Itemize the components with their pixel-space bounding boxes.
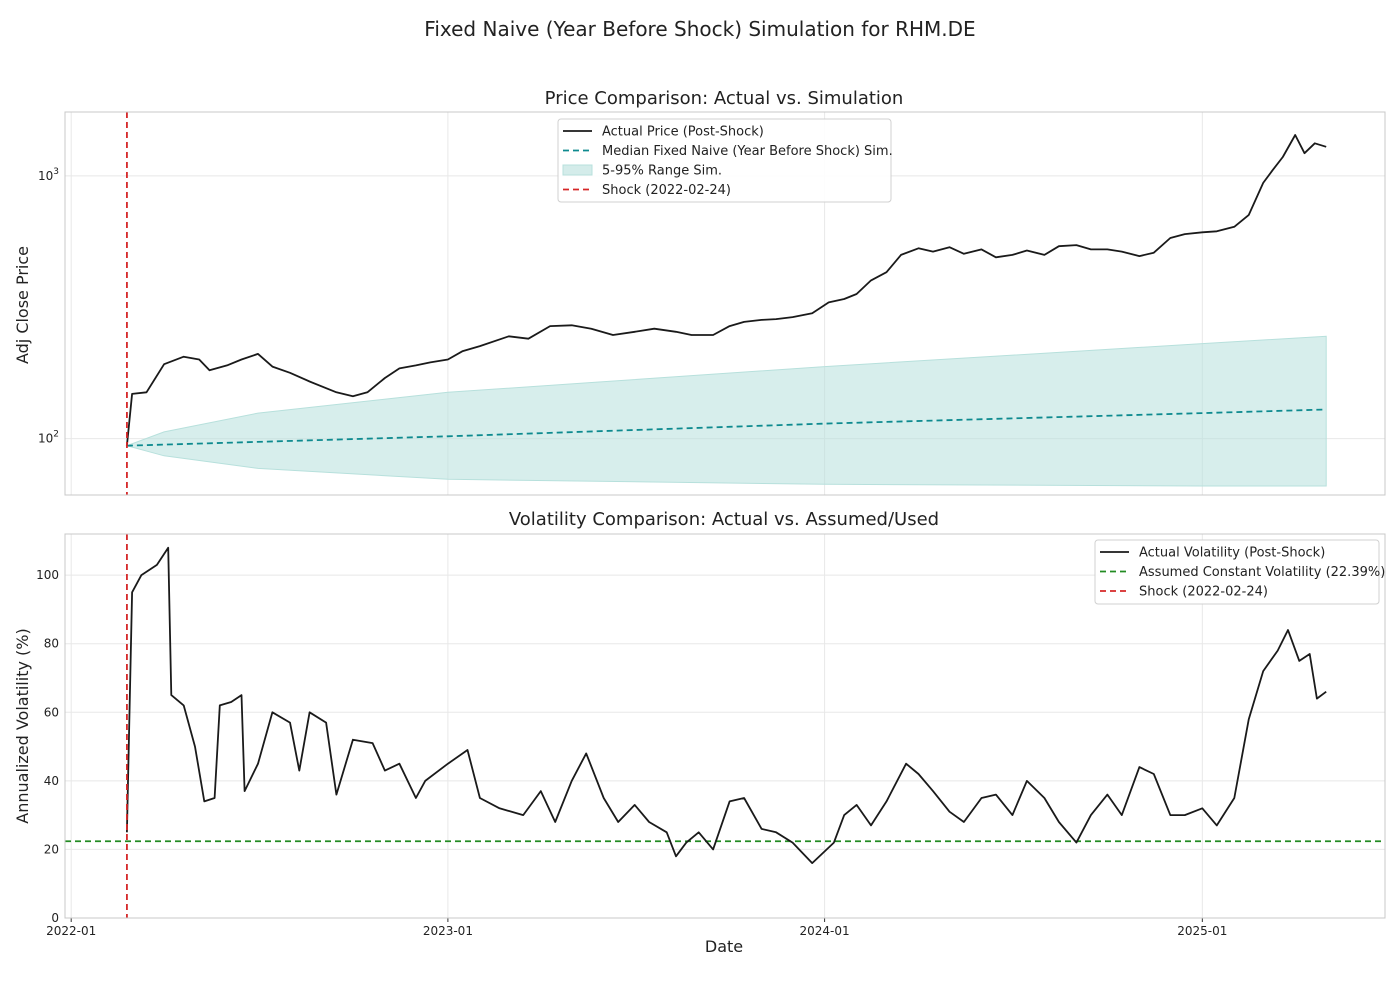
volatility-lines-layer [65, 534, 1385, 918]
volatility-y-tick-label: 0 [51, 911, 59, 925]
price-y-axis-label: Adj Close Price [13, 246, 32, 364]
volatility-legend: Actual Volatility (Post-Shock) Assumed Co… [1094, 539, 1385, 605]
x-tick-label: 2024-01 [800, 924, 850, 938]
tick-base: 10 [38, 432, 53, 446]
price-subplot: Price Comparison: Actual vs. Simulation … [13, 88, 1386, 496]
volatility-y-axis-label: Annualized Volatility (%) [13, 628, 32, 823]
price-lines-layer [126, 112, 1327, 495]
legend-label: Median Fixed Naive (Year Before Shock) S… [602, 144, 893, 159]
legend-label: Assumed Constant Volatility (22.39%) [1139, 565, 1385, 580]
legend-label: Shock (2022-02-24) [602, 183, 731, 198]
volatility-y-tick-label: 80 [44, 637, 59, 651]
volatility-chart-title: Volatility Comparison: Actual vs. Assume… [509, 509, 939, 530]
price-actual-line [126, 134, 1327, 446]
price-plot-frame [64, 111, 1386, 496]
figure-title: Fixed Naive (Year Before Shock) Simulati… [424, 17, 975, 41]
price-legend: Actual Price (Post-Shock) Median Fixed Na… [557, 118, 893, 203]
volatility-y-tick-label: 60 [44, 705, 59, 719]
tick-exponent: 3 [53, 167, 59, 177]
tick-exponent: 2 [53, 430, 59, 440]
volatility-y-tick-label: 100 [36, 568, 59, 582]
legend-label: Shock (2022-02-24) [1139, 585, 1268, 600]
price-median-line [126, 408, 1327, 447]
volatility-y-tick-label: 40 [44, 774, 59, 788]
price-band-5-95 [125, 335, 1327, 487]
legend-box [1094, 539, 1380, 605]
volatility-plot-frame [64, 533, 1386, 919]
legend-box [557, 118, 892, 203]
volatility-subplot: Volatility Comparison: Actual vs. Assume… [13, 509, 1386, 956]
x-ticks: 2022-01 2023-01 2024-01 2025-01 [46, 918, 1227, 938]
tick-base: 10 [38, 169, 53, 183]
x-tick-label: 2023-01 [423, 924, 473, 938]
legend-swatch-band [562, 164, 593, 176]
legend-label: Actual Price (Post-Shock) [602, 125, 764, 140]
volatility-y-ticks: 0 20 40 60 80 100 [36, 568, 59, 925]
price-y-tick-label: 102 [38, 430, 59, 446]
x-tick-label: 2025-01 [1177, 924, 1227, 938]
volatility-actual-line [126, 546, 1327, 864]
price-y-tick-label: 103 [38, 167, 59, 183]
x-tick-label: 2022-01 [46, 924, 96, 938]
price-band-layer [125, 335, 1327, 487]
legend-label: Actual Volatility (Post-Shock) [1139, 546, 1325, 561]
x-axis-label: Date [705, 937, 743, 956]
price-chart-title: Price Comparison: Actual vs. Simulation [545, 88, 904, 109]
legend-label: 5-95% Range Sim. [602, 164, 722, 179]
volatility-y-tick-label: 20 [44, 842, 59, 856]
